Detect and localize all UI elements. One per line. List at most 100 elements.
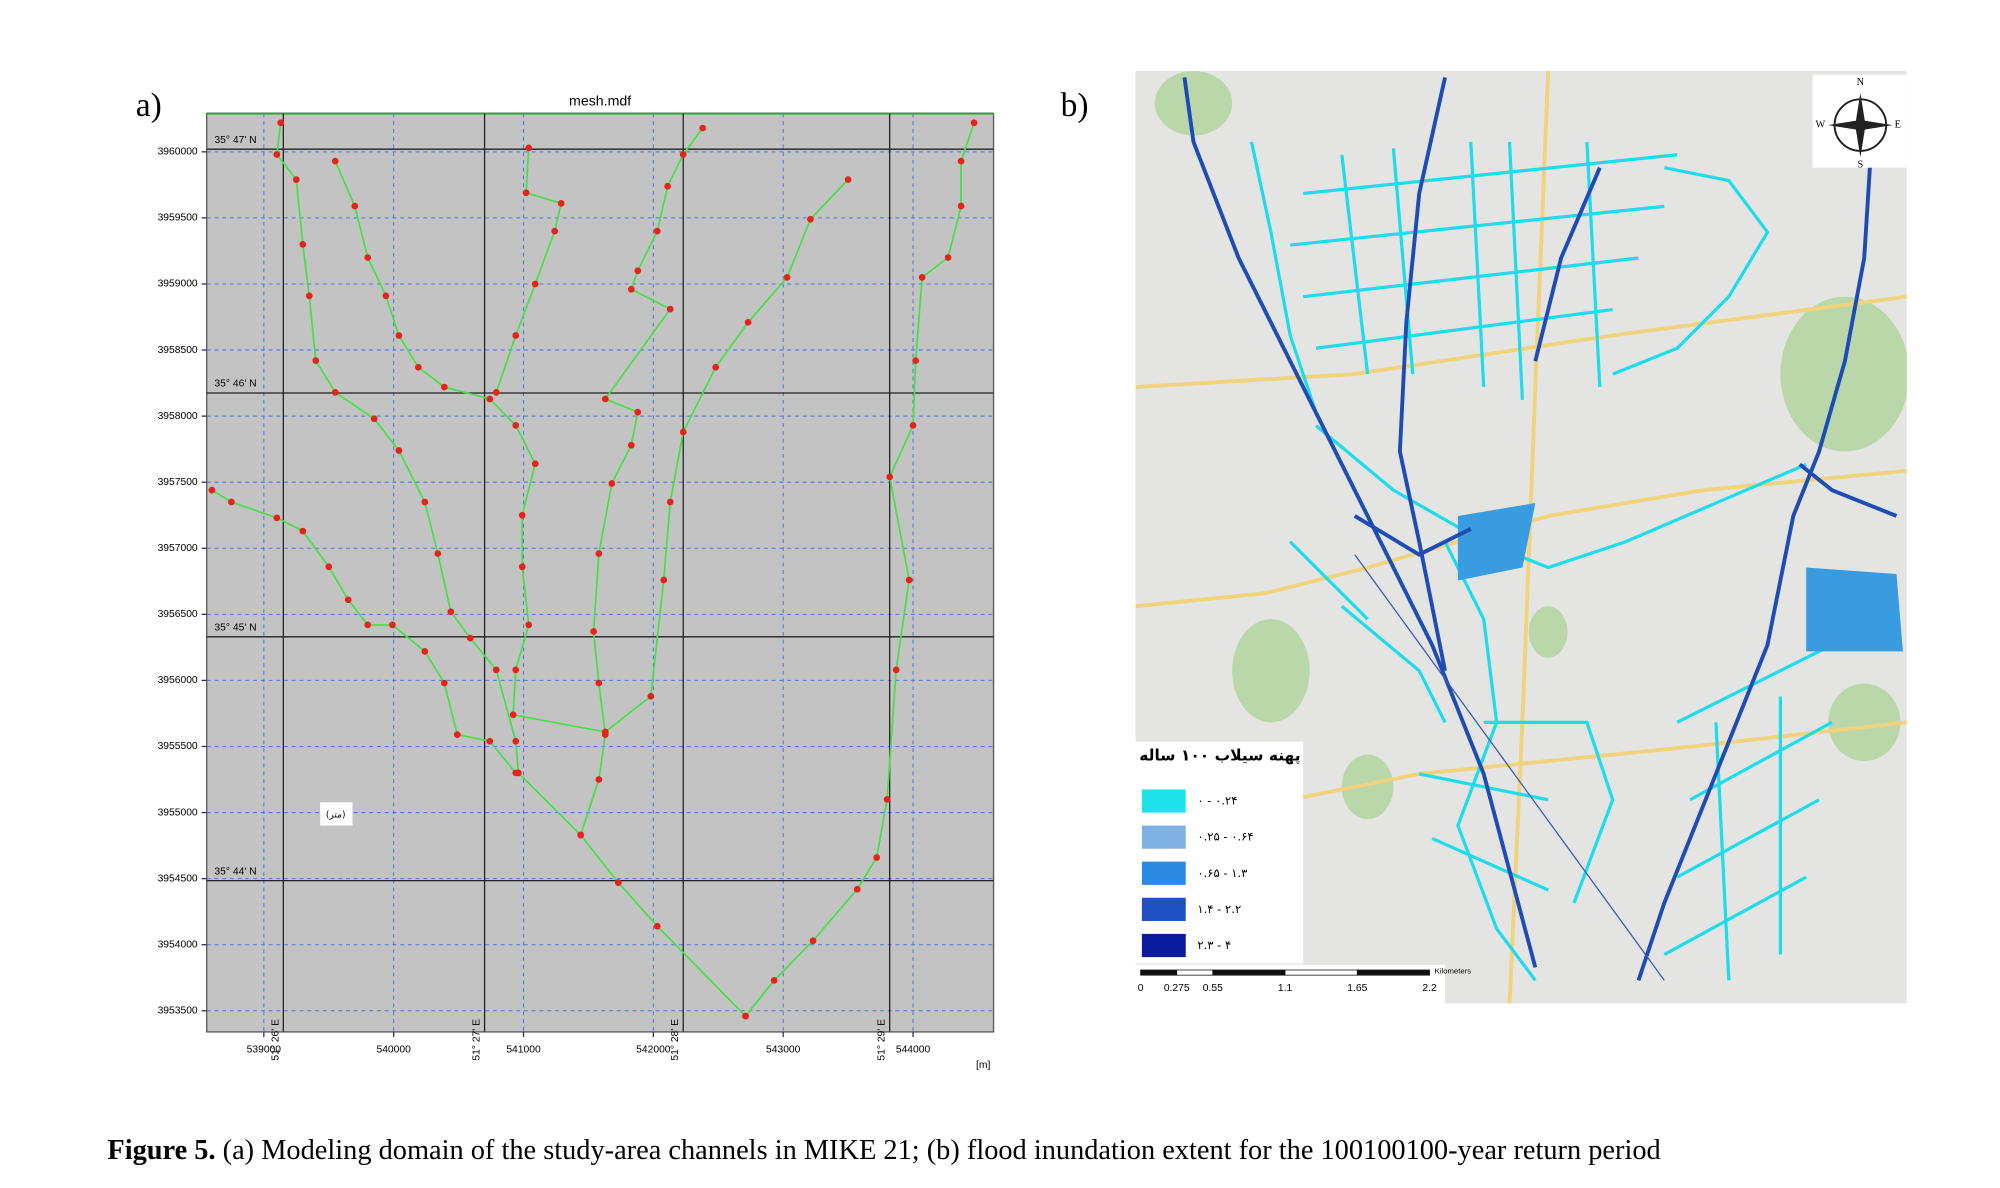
scale-segment <box>1356 969 1430 976</box>
y-tick-label: 3958000 <box>158 411 198 422</box>
legend-swatch <box>1141 825 1186 849</box>
y-tick-label: 3959500 <box>158 213 198 224</box>
channel-node <box>299 240 307 248</box>
panel-label: a) <box>136 87 162 124</box>
channel-node <box>434 550 442 557</box>
legend-label: ۲.۳ - ۴ <box>1197 938 1231 952</box>
y-tick-label: 3955000 <box>158 807 198 818</box>
y-tick-label: 3955500 <box>158 741 198 752</box>
channel-node <box>601 728 609 736</box>
channel-node <box>577 831 585 839</box>
channel-node <box>783 274 791 281</box>
channel-node <box>957 202 965 210</box>
compass-label: E <box>1895 119 1901 130</box>
channel-node <box>912 357 919 364</box>
y-tick-label: 3954000 <box>158 939 198 950</box>
note: (متر) <box>326 811 346 821</box>
channel-line <box>334 160 606 733</box>
channel-node <box>909 422 917 429</box>
channel-node <box>486 737 494 745</box>
flood-network <box>1249 141 1833 982</box>
x-axis-label: [m] <box>976 1060 990 1071</box>
x-tick-label: 543000 <box>766 1045 801 1056</box>
channel-node <box>653 922 661 930</box>
caption-label: Figure 5. <box>107 1134 215 1165</box>
channel-node <box>370 415 378 423</box>
channel-node <box>512 332 520 339</box>
channel-node <box>742 1012 749 1020</box>
channel-node <box>440 383 448 391</box>
channel-node <box>531 280 539 288</box>
channel-node <box>627 441 635 449</box>
channel-node <box>351 202 359 210</box>
chart-title: mesh.mdf <box>569 94 631 110</box>
scale-segment <box>1140 969 1178 976</box>
y-tick-label: 3956000 <box>158 675 198 686</box>
channel-node <box>414 363 422 371</box>
legend: پهنه سیلاب ۱۰۰ ساله ۰ - ۰.۲۴ ۰.۲۵ - ۰.۶۴ ۰… <box>1139 746 1301 958</box>
channel-node <box>228 498 235 506</box>
scale-label: 0 <box>1138 983 1144 994</box>
channel-node <box>512 666 520 674</box>
channel-line <box>275 122 520 773</box>
channel-node <box>944 254 952 261</box>
channel-node <box>208 486 216 494</box>
channel-node <box>744 318 752 326</box>
x-tick-label: 542000 <box>636 1045 671 1056</box>
channel-node <box>853 885 861 893</box>
channel-node <box>305 292 313 300</box>
channel-node <box>905 576 913 584</box>
channel-node <box>627 285 635 293</box>
legend-swatch <box>1141 861 1186 885</box>
channel-node <box>486 395 494 403</box>
legend-label: ۰.۶۵ - ۱.۳ <box>1197 866 1247 880</box>
channel-node <box>660 576 668 584</box>
channel-node <box>492 666 500 674</box>
channel-node <box>844 176 852 183</box>
compass-label: N <box>1857 77 1865 88</box>
channel-node <box>918 274 926 281</box>
y-tick-label: 3957000 <box>158 543 198 554</box>
legend-label: ۰.۲۵ - ۰.۶۴ <box>1197 830 1253 844</box>
channel-node <box>518 563 526 571</box>
channel-node <box>653 227 661 235</box>
channel-node <box>492 388 500 396</box>
channel-node <box>518 511 526 519</box>
legend-label: ۰ - ۰.۲۴ <box>1197 794 1237 808</box>
channel-node <box>634 267 642 275</box>
x-tick-label: 544000 <box>896 1045 931 1056</box>
channel-node <box>679 428 687 436</box>
channel-node <box>970 119 978 127</box>
graticule-label: 35° 46' N <box>214 379 256 390</box>
graticule-label: 51° 28' E <box>670 1019 681 1061</box>
y-tick-label: 3957500 <box>158 477 198 488</box>
y-tick-label: 3956500 <box>158 609 198 620</box>
channel-node <box>590 628 597 635</box>
y-tick-label: 3958500 <box>158 345 198 356</box>
channel-node <box>634 408 642 416</box>
x-tick-label: 539000 <box>247 1045 282 1056</box>
scale-label: 1.1 <box>1278 983 1293 994</box>
channel-node <box>807 215 814 223</box>
channel-node <box>344 596 352 604</box>
plot-area <box>206 112 995 1033</box>
channel-node <box>557 200 565 207</box>
channel-node <box>277 119 285 127</box>
legend-swatch <box>1141 897 1186 921</box>
parks <box>1154 70 1907 820</box>
caption: Figure 5. (a) Modeling domain of the stu… <box>107 1134 1660 1165</box>
flood-area <box>1457 503 1903 652</box>
channel-node <box>957 157 965 165</box>
caption-text: (a) Modeling domain of the study-area ch… <box>223 1134 1661 1165</box>
panel-a: 3953500 3954000 3954500 3955000 3955500 39560… <box>158 112 995 1061</box>
channel-node <box>453 731 461 738</box>
channel-node <box>512 769 520 777</box>
channel-node <box>273 514 281 522</box>
scale-segment <box>1176 969 1214 976</box>
channel-line <box>604 179 849 733</box>
channel-node <box>512 737 520 745</box>
road-line <box>1354 554 1665 981</box>
channel-node <box>447 608 455 616</box>
